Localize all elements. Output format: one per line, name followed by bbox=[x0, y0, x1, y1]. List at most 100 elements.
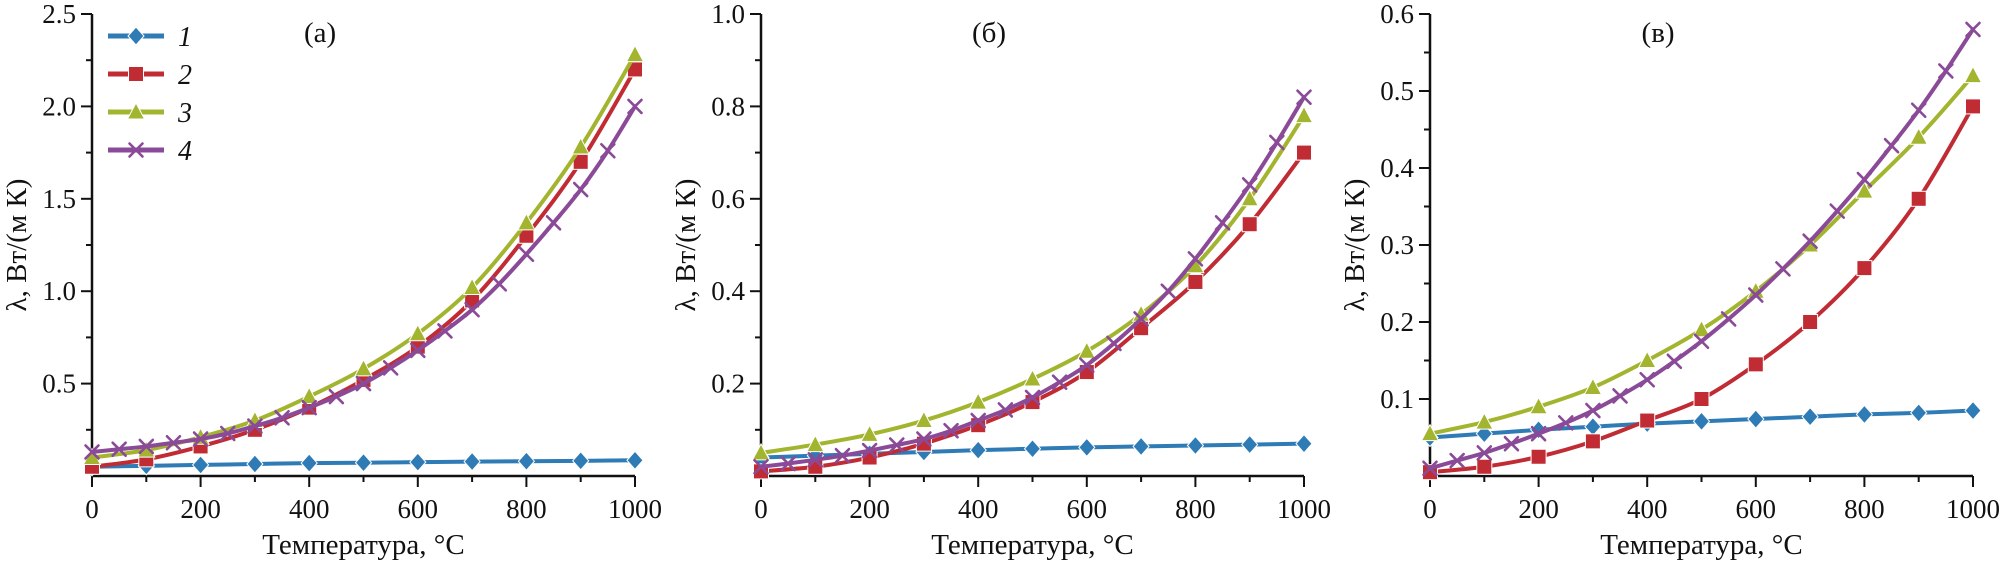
marker-triangle-icon bbox=[299, 386, 319, 405]
x-axis-title: Температура, °C bbox=[1600, 529, 1802, 561]
marker-x-icon bbox=[627, 98, 643, 115]
marker-x-icon bbox=[943, 422, 959, 439]
marker-square-icon bbox=[1241, 216, 1258, 233]
marker-x-icon bbox=[1133, 311, 1149, 327]
series-2-line bbox=[759, 150, 1306, 474]
marker-triangle-icon bbox=[625, 44, 645, 63]
marker-square-icon bbox=[1296, 144, 1312, 161]
y-tick-label: 1.0 bbox=[711, 0, 745, 29]
x-tick-label: 400 bbox=[289, 494, 330, 524]
marker-x-icon bbox=[464, 301, 480, 318]
legend-entry-label: 2 bbox=[178, 60, 192, 91]
marker-x-icon bbox=[1639, 371, 1655, 388]
marker-triangle-icon bbox=[1474, 412, 1494, 430]
marker-diamond-icon bbox=[1132, 436, 1150, 457]
y-tick-label: 0.6 bbox=[711, 184, 745, 214]
marker-square-icon bbox=[1856, 260, 1873, 277]
series-4-line bbox=[90, 104, 637, 454]
marker-square-icon bbox=[1639, 412, 1656, 429]
x-tick-label: 600 bbox=[1736, 494, 1777, 524]
marker-x-icon bbox=[274, 409, 290, 426]
y-axis-title: λ, Вт/(м К) bbox=[1339, 179, 1371, 312]
legend-entry-label: 4 bbox=[178, 136, 192, 167]
y-tick-label: 0.8 bbox=[711, 91, 745, 121]
legend: 1 2 3 4 bbox=[108, 22, 192, 167]
marker-diamond-icon bbox=[354, 452, 373, 473]
marker-triangle-icon bbox=[408, 323, 428, 342]
marker-diamond-icon bbox=[191, 455, 210, 475]
marker-x-icon bbox=[572, 181, 589, 198]
x-tick-label: 0 bbox=[85, 494, 99, 524]
marker-triangle-icon bbox=[1637, 350, 1657, 368]
marker-x-icon bbox=[1106, 335, 1122, 352]
series-2-line bbox=[90, 67, 637, 469]
marker-triangle-icon bbox=[1583, 377, 1603, 395]
marker-x-icon bbox=[138, 438, 155, 455]
marker-x-icon bbox=[753, 458, 769, 475]
marker-x-icon bbox=[84, 444, 100, 460]
marker-x-icon bbox=[410, 342, 426, 359]
marker-square-icon bbox=[1747, 356, 1764, 373]
marker-diamond-icon bbox=[1023, 438, 1042, 459]
series-3-line bbox=[759, 113, 1306, 455]
marker-x-icon bbox=[834, 447, 851, 464]
axes-group: 0 200 400 600 800 1000 0.1 0.2 0.3 0.4 0.5 0.6 bbox=[1380, 0, 2000, 524]
y-tick-label: 2.5 bbox=[42, 0, 76, 29]
marker-diamond-icon bbox=[572, 451, 590, 471]
marker-x-icon bbox=[970, 412, 986, 429]
marker-x-icon bbox=[916, 431, 932, 447]
axes-group: 0 200 400 600 800 1000 0.5 1.0 1.5 2.0 2.5 bbox=[42, 0, 662, 524]
marker-x-icon bbox=[1829, 203, 1846, 219]
x-tick-label: 200 bbox=[849, 494, 890, 524]
marker-diamond-icon bbox=[1964, 400, 1982, 421]
panel-label: (в) bbox=[1642, 17, 1675, 49]
marker-triangle-icon bbox=[751, 442, 771, 461]
marker-square-icon bbox=[1910, 190, 1927, 207]
marker-diamond-icon bbox=[463, 451, 481, 472]
x-tick-label: 400 bbox=[1627, 494, 1668, 524]
series-3-group bbox=[751, 105, 1314, 461]
marker-diamond-icon bbox=[626, 450, 644, 471]
marker-square-icon bbox=[128, 66, 144, 82]
y-tick-label: 0.4 bbox=[711, 276, 745, 306]
marker-x-icon bbox=[888, 437, 905, 453]
x-tick-label: 200 bbox=[180, 494, 221, 524]
marker-x-icon bbox=[111, 441, 127, 458]
marker-x-icon bbox=[1748, 287, 1764, 303]
marker-diamond-icon bbox=[1801, 406, 1819, 427]
marker-x-icon bbox=[1160, 283, 1177, 299]
marker-x-icon bbox=[491, 276, 508, 292]
marker-x-icon bbox=[1503, 435, 1520, 452]
legend-entry-label: 1 bbox=[178, 22, 192, 53]
marker-x-icon bbox=[1856, 171, 1873, 188]
chart-v: 0 200 400 600 800 1000 0.1 0.2 0.3 0.4 0.5 0.6 Темпе… bbox=[1339, 0, 2000, 561]
marker-diamond-icon bbox=[1747, 409, 1765, 429]
marker-diamond-icon bbox=[127, 26, 145, 46]
marker-triangle-icon bbox=[571, 136, 591, 155]
marker-triangle-icon bbox=[914, 410, 934, 429]
y-tick-label: 0.4 bbox=[1380, 153, 1414, 183]
x-tick-label: 0 bbox=[754, 494, 768, 524]
chart-panel-b: 0 200 400 600 800 1000 0.2 0.4 0.6 0.8 1.0 Температ… bbox=[669, 0, 1338, 568]
marker-x-icon bbox=[1585, 402, 1601, 419]
marker-x-icon bbox=[1187, 251, 1204, 267]
marker-x-icon bbox=[1965, 21, 1981, 38]
chart-b: 0 200 400 600 800 1000 0.2 0.4 0.6 0.8 1.0 Температ… bbox=[670, 0, 1331, 561]
marker-diamond-icon bbox=[409, 452, 427, 472]
marker-x-icon bbox=[780, 455, 796, 472]
series-3-group bbox=[1420, 65, 1983, 442]
y-tick-label: 0.5 bbox=[42, 369, 76, 399]
y-axis-title: λ, Вт/(м К) bbox=[670, 179, 702, 312]
marker-x-icon bbox=[518, 246, 535, 263]
y-tick-label: 0.1 bbox=[1380, 384, 1414, 414]
series-2-group bbox=[1422, 98, 1981, 481]
y-tick-label: 0.6 bbox=[1380, 0, 1414, 29]
marker-square-icon bbox=[1476, 458, 1493, 475]
marker-triangle-icon bbox=[1529, 396, 1548, 415]
x-tick-label: 600 bbox=[1067, 494, 1108, 524]
marker-x-icon bbox=[807, 452, 824, 468]
x-tick-label: 800 bbox=[506, 494, 547, 524]
marker-diamond-icon bbox=[1584, 416, 1602, 437]
marker-triangle-icon bbox=[1420, 423, 1440, 442]
